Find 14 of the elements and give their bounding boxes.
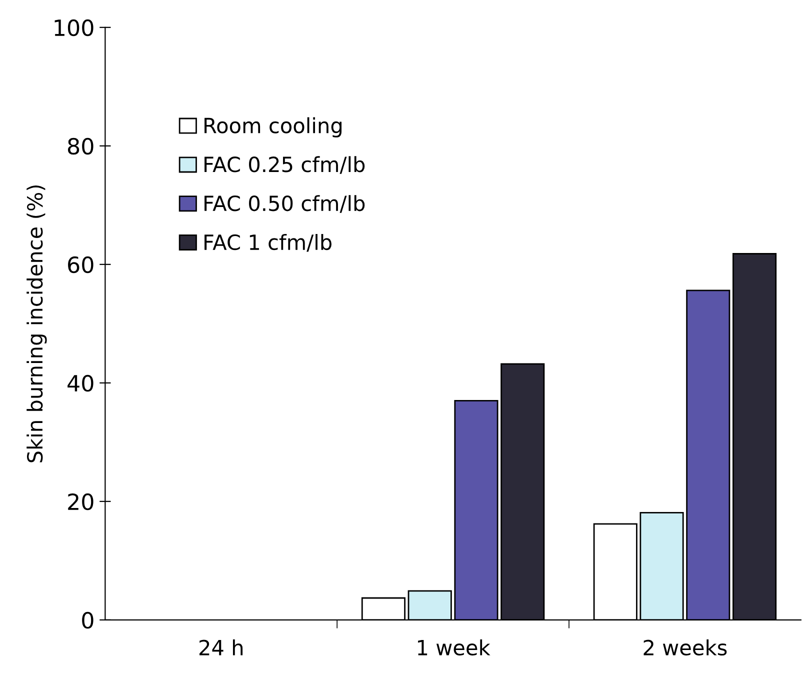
y-tick-label: 80 (68, 138, 94, 155)
x-tick-label: 2 weeks (644, 639, 727, 656)
legend-label: FAC 0.25 cfm/lb (204, 156, 365, 174)
x-tick-label: 24 h (199, 639, 243, 656)
x-tick-label: 1 week (418, 639, 490, 656)
y-tick-label: 60 (68, 256, 94, 274)
y-tick-label: 20 (68, 493, 94, 510)
legend-label: Room cooling (204, 117, 342, 138)
y-tick-label: 100 (54, 19, 94, 36)
legend-label: FAC 0.50 cfm/lb (204, 195, 365, 213)
legend-label: FAC 1 cfm/lb (204, 234, 332, 252)
y-axis-title: Skin burning incidence (%) (26, 185, 47, 462)
y-tick-label: 0 (82, 612, 94, 629)
y-tick-label: 40 (68, 374, 94, 392)
